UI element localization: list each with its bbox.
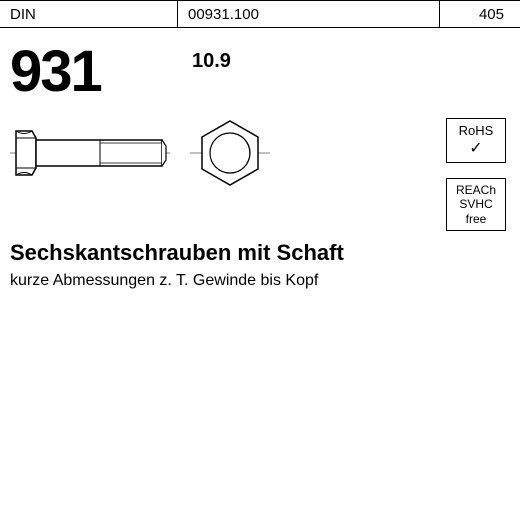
header-row: DIN 00931.100 405	[0, 0, 520, 28]
header-standard: DIN	[0, 1, 178, 27]
reach-line2: SVHC	[449, 197, 503, 211]
reach-badge: REACh SVHC free	[446, 178, 506, 231]
header-ref: 405	[440, 1, 520, 27]
rohs-badge: RoHS ✓	[446, 118, 506, 163]
header-code: 00931.100	[178, 1, 440, 27]
strength-class: 10.9	[192, 50, 231, 73]
product-subtitle: kurze Abmessungen z. T. Gewinde bis Kopf	[10, 272, 318, 290]
bolt-hex-view-icon	[190, 115, 270, 191]
reach-line3: free	[449, 212, 503, 226]
reach-line1: REACh	[449, 183, 503, 197]
product-title: Sechskantschrauben mit Schaft	[10, 240, 344, 266]
check-icon: ✓	[449, 139, 503, 158]
rohs-label: RoHS	[449, 123, 503, 139]
standard-number: 931	[10, 38, 101, 105]
bolt-side-view-icon	[10, 118, 170, 188]
